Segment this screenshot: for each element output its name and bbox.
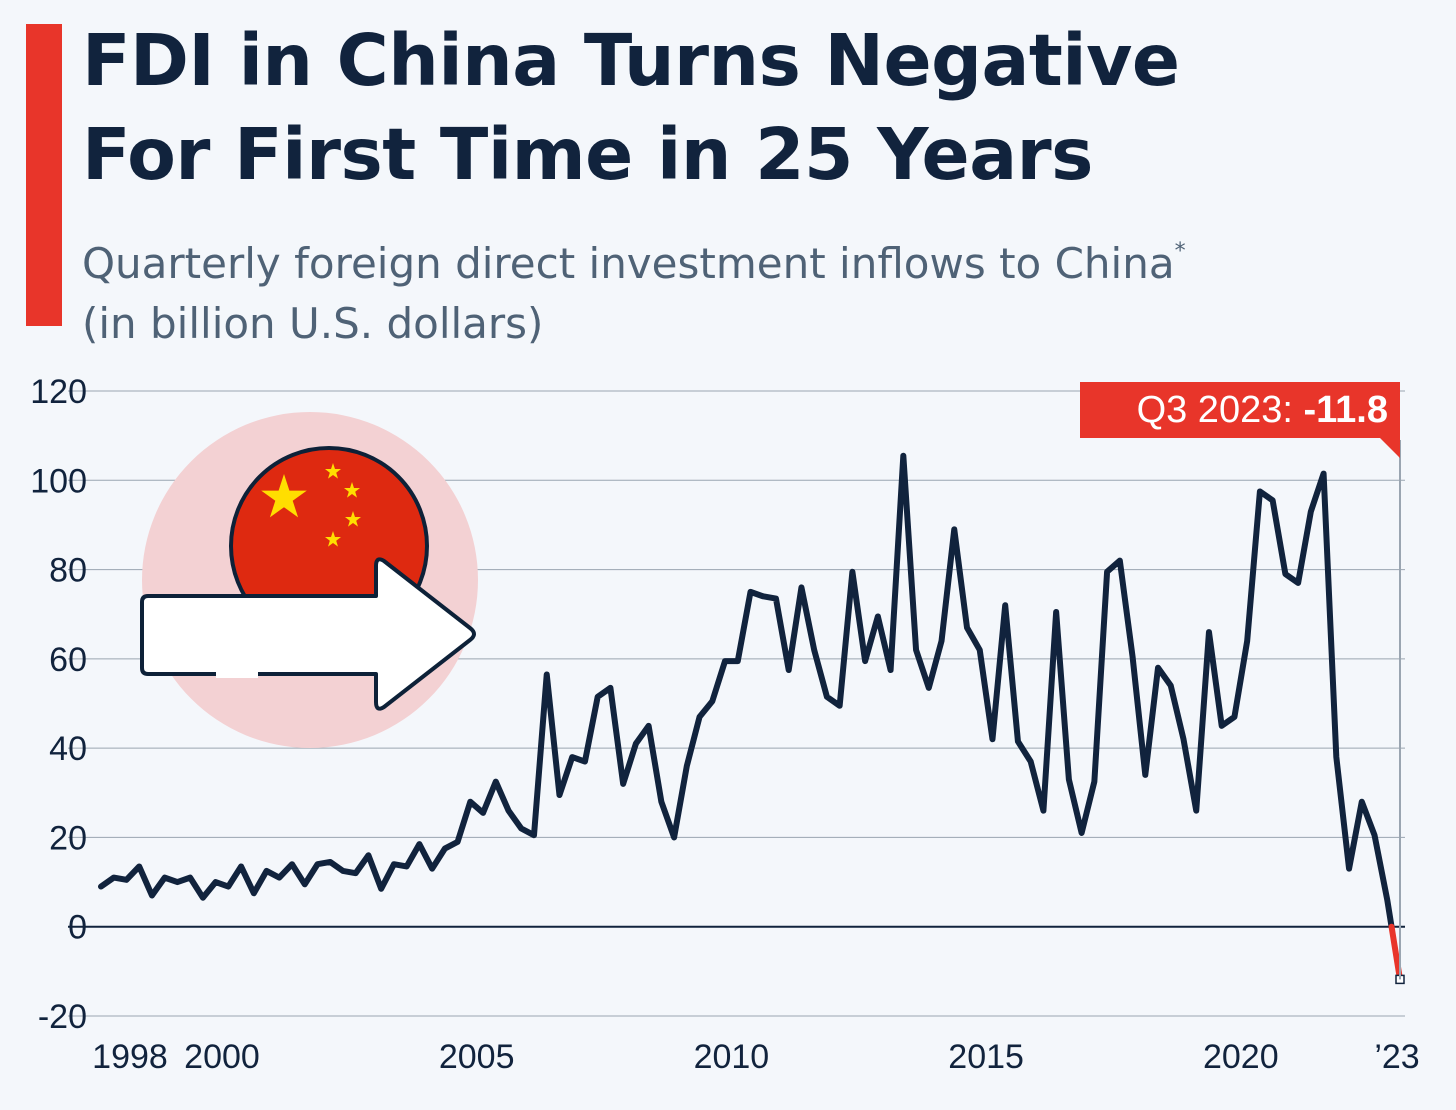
- annotation-label: Q3 2023: -11.8: [1137, 389, 1388, 431]
- annotation-prefix: Q3 2023:: [1137, 389, 1304, 431]
- x-tick-label: 2005: [439, 1038, 515, 1076]
- subtitle-line-2: (in billion U.S. dollars): [82, 299, 544, 348]
- x-tick-label: ’23: [1374, 1038, 1419, 1076]
- y-axis-ticks: 120 100 80 60 40 20 0 -20: [30, 373, 87, 1036]
- page-title: FDI in China Turns Negative For First Ti…: [82, 14, 1422, 202]
- y-tick-label: 20: [49, 819, 87, 857]
- y-tick-label: 80: [49, 552, 87, 590]
- y-tick-label: 0: [68, 909, 87, 947]
- title-line-1: FDI in China Turns Negative: [82, 19, 1180, 102]
- negative-segment: [1388, 923, 1403, 983]
- y-tick-label: 40: [49, 730, 87, 768]
- y-tick-label: -20: [38, 998, 87, 1036]
- arrow-gap: [216, 670, 258, 678]
- accent-bar: [26, 24, 62, 326]
- x-tick-label: 2000: [184, 1038, 260, 1076]
- china-flag-badge: [140, 412, 478, 748]
- y-tick-label: 100: [30, 462, 87, 500]
- footnote-mark: *: [1174, 239, 1186, 264]
- x-axis-ticks: 1998 2000 2005 2010 2015 2020 ’23: [92, 1038, 1420, 1076]
- x-tick-label: 2015: [948, 1038, 1024, 1076]
- fdi-series-line: [98, 452, 1395, 930]
- x-tick-label: 2010: [694, 1038, 770, 1076]
- y-tick-label: 120: [30, 373, 87, 411]
- subtitle-line-1: Quarterly foreign direct investment infl…: [82, 222, 1422, 294]
- title-line-2: For First Time in 25 Years: [82, 113, 1093, 196]
- chart-subtitle: Quarterly foreign direct investment infl…: [82, 222, 1422, 354]
- y-tick-label: 60: [49, 641, 87, 679]
- subtitle-text: Quarterly foreign direct investment infl…: [82, 239, 1175, 288]
- annotation-callout: [1080, 382, 1400, 458]
- x-tick-label: 2020: [1203, 1038, 1279, 1076]
- x-tick-label: 1998: [92, 1038, 168, 1076]
- annotation: Q3 2023: -11.8: [1080, 382, 1401, 980]
- annotation-value: -11.8: [1303, 389, 1388, 431]
